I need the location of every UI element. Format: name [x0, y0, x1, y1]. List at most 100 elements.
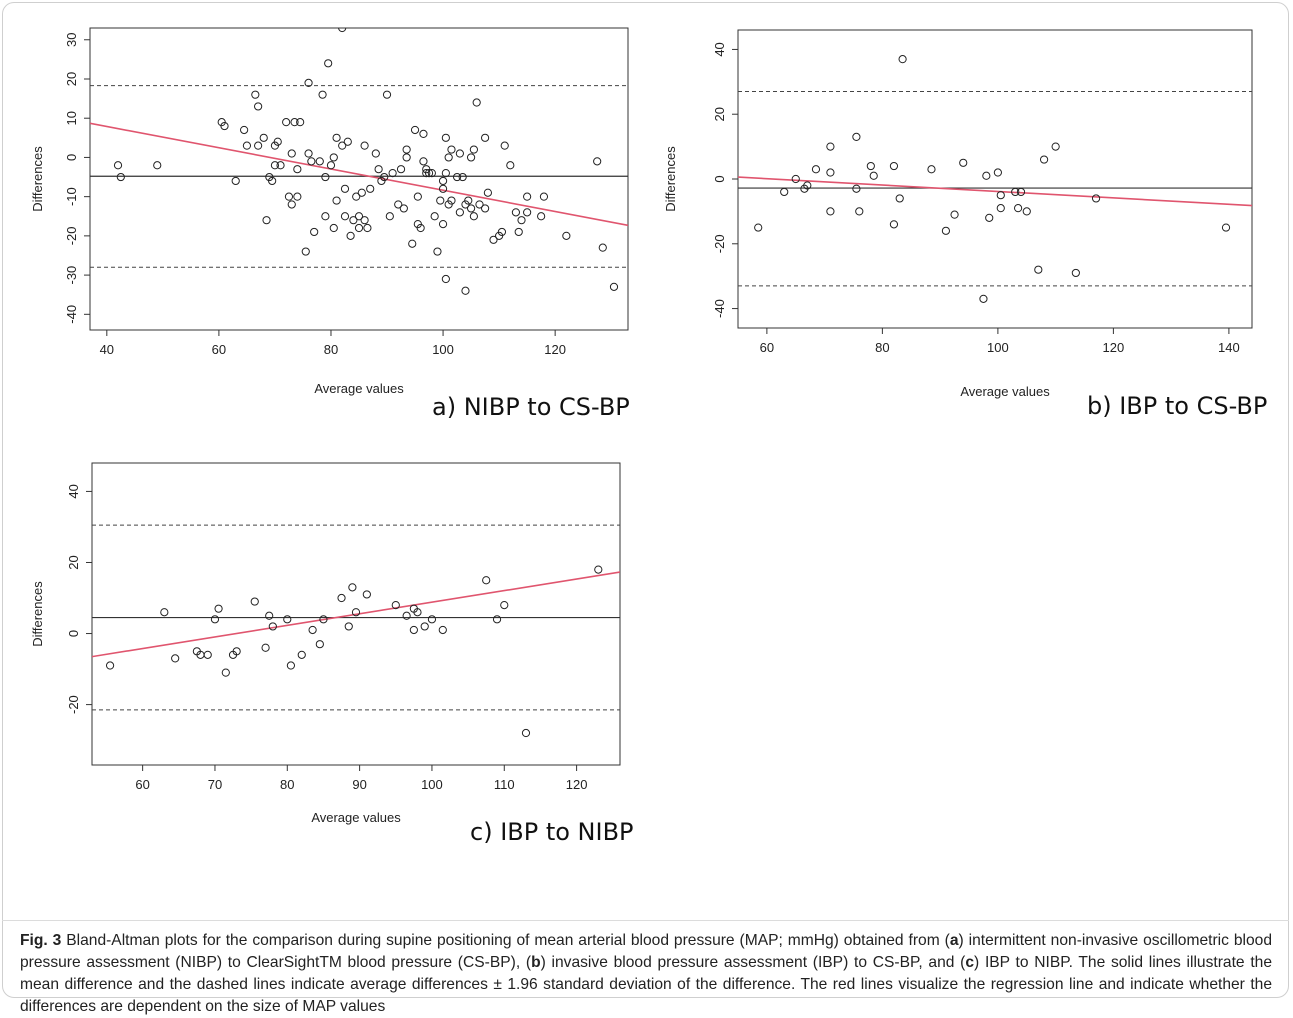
- figure-frame: [2, 2, 1289, 998]
- x-tick-label: 100: [421, 777, 443, 792]
- data-point: [979, 294, 988, 303]
- data-point: [996, 191, 1005, 200]
- data-point: [826, 168, 835, 177]
- data-point: [242, 141, 252, 150]
- data-point: [259, 133, 268, 142]
- data-point: [348, 583, 357, 592]
- data-point: [413, 608, 422, 617]
- data-point: [985, 213, 994, 222]
- data-point: [329, 223, 338, 233]
- data-point: [293, 165, 302, 174]
- x-tick-label: 140: [1218, 340, 1240, 355]
- data-point: [160, 608, 169, 617]
- data-point: [287, 149, 296, 158]
- data-point: [360, 141, 369, 150]
- data-point: [438, 220, 448, 229]
- data-point: [441, 169, 450, 178]
- data-point: [475, 200, 484, 209]
- data-point: [993, 168, 1002, 177]
- y-axis-label: Differences: [30, 146, 45, 212]
- data-point: [1022, 207, 1031, 216]
- y-tick-label: -20: [66, 695, 81, 714]
- x-tick-label: 60: [760, 340, 774, 355]
- data-point: [409, 625, 418, 635]
- data-point: [441, 274, 450, 284]
- data-point: [268, 176, 277, 186]
- y-tick-label: -40: [712, 299, 727, 318]
- data-point: [427, 615, 437, 624]
- data-point: [346, 231, 355, 240]
- data-point: [332, 196, 341, 205]
- data-point: [321, 172, 330, 182]
- data-point: [480, 204, 490, 213]
- data-point: [466, 153, 476, 162]
- y-tick-label: 40: [712, 42, 727, 56]
- data-point: [419, 157, 428, 166]
- data-point: [416, 223, 425, 233]
- x-tick-label: 90: [352, 777, 366, 792]
- figure-caption: Fig. 3 Bland-Altman plots for the compar…: [20, 930, 1272, 1018]
- data-point: [455, 149, 464, 158]
- data-point: [469, 212, 478, 221]
- data-point: [461, 286, 470, 295]
- chart-panel-3: 60 70 80 90 100 110 120 -20 0 20 40 Average values D…: [30, 462, 634, 846]
- data-point: [402, 145, 411, 154]
- y-tick-label: -30: [64, 266, 79, 285]
- x-axis-label: Average values: [314, 381, 404, 396]
- data-point: [374, 165, 383, 174]
- data-point: [338, 141, 347, 150]
- data-point: [394, 200, 403, 209]
- data-point: [483, 188, 492, 197]
- data-point: [464, 196, 473, 205]
- data-point: [261, 643, 270, 652]
- data-point: [889, 161, 899, 171]
- y-tick-label: 20: [66, 555, 81, 569]
- data-point: [290, 118, 299, 127]
- panel-label: b) IBP to CS-BP: [1087, 392, 1267, 420]
- caption-text-1: Bland-Altman plots for the comparison du…: [61, 932, 950, 949]
- data-point: [105, 661, 115, 670]
- data-point: [408, 239, 417, 248]
- data-point: [319, 615, 328, 624]
- y-tick-label: 0: [64, 154, 79, 161]
- data-point: [803, 181, 812, 190]
- data-point: [329, 153, 338, 162]
- data-point: [340, 212, 350, 221]
- data-point: [433, 247, 442, 256]
- data-point: [410, 125, 420, 135]
- data-point: [523, 192, 532, 201]
- data-point: [594, 565, 603, 574]
- data-point: [521, 728, 531, 738]
- data-point: [214, 604, 223, 613]
- data-point: [231, 176, 240, 186]
- data-point: [441, 133, 450, 142]
- data-point: [349, 216, 358, 225]
- caption-text-3: ) invasive blood pressure assessment (IB…: [540, 954, 966, 971]
- data-point: [307, 157, 316, 166]
- data-point: [270, 161, 280, 170]
- data-point: [959, 158, 968, 167]
- plot-frame: [737, 29, 1253, 329]
- data-point: [265, 611, 274, 620]
- regression-line: [92, 571, 620, 658]
- data-point: [480, 133, 490, 142]
- data-point: [308, 625, 317, 635]
- data-point: [852, 184, 861, 193]
- y-tick-label: 20: [712, 107, 727, 121]
- data-point: [438, 625, 447, 635]
- data-point: [1221, 223, 1231, 232]
- data-point: [1014, 204, 1023, 213]
- data-point: [941, 226, 951, 235]
- y-tick-label: -20: [712, 234, 727, 253]
- x-axis-label: Average values: [960, 384, 1050, 399]
- data-point: [340, 184, 350, 193]
- data-point: [869, 171, 878, 180]
- data-point: [469, 145, 478, 154]
- data-point: [220, 121, 229, 131]
- data-point: [332, 133, 341, 142]
- regression-line: [90, 122, 628, 227]
- data-point: [250, 597, 259, 606]
- data-point: [444, 153, 453, 162]
- data-point: [482, 576, 491, 585]
